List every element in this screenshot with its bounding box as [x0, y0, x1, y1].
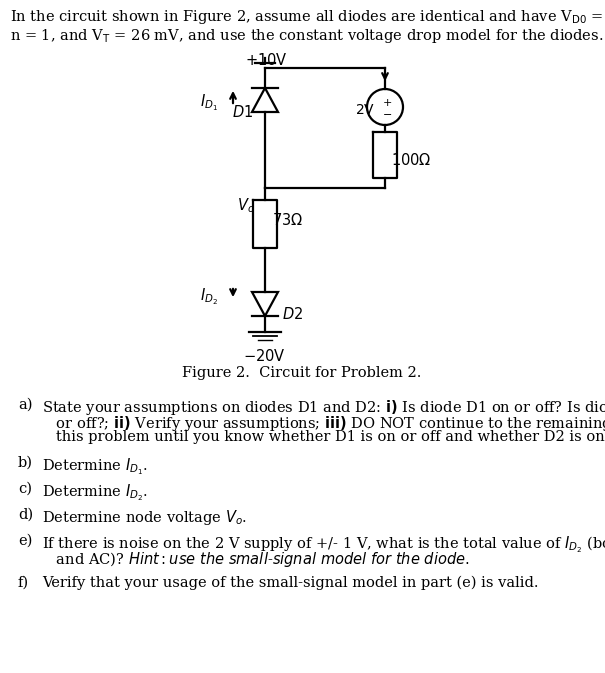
Text: and AC)? $\it{Hint: use\ the\ small}$-$\it{signal\ model\ for\ the\ diode.}$: and AC)? $\it{Hint: use\ the\ small}$-$\… — [42, 550, 469, 569]
Text: $I_{D_1}$: $I_{D_1}$ — [200, 92, 218, 112]
Text: c): c) — [18, 482, 32, 496]
Text: Figure 2.  Circuit for Problem 2.: Figure 2. Circuit for Problem 2. — [182, 366, 422, 380]
Text: State your assumptions on diodes D1 and D2: $\bf{i)}$ Is diode D1 on or off? Is : State your assumptions on diodes D1 and … — [42, 398, 605, 417]
Text: In the circuit shown in Figure 2, assume all diodes are identical and have V$_{\: In the circuit shown in Figure 2, assume… — [10, 8, 605, 26]
Text: d): d) — [18, 508, 33, 522]
Text: $D2$: $D2$ — [282, 306, 303, 322]
Text: $I_{D_2}$: $I_{D_2}$ — [200, 286, 218, 307]
Text: $V_o$: $V_o$ — [237, 196, 255, 215]
Text: $73\Omega$: $73\Omega$ — [272, 212, 303, 228]
Text: Determine node voltage $V_o$.: Determine node voltage $V_o$. — [42, 508, 247, 527]
Text: Verify that your usage of the small-signal model in part (e) is valid.: Verify that your usage of the small-sign… — [42, 576, 538, 590]
Text: this problem until you know whether D1 is on or off and whether D2 is on or off.: this problem until you know whether D1 i… — [42, 430, 605, 444]
Text: e): e) — [18, 534, 33, 548]
Text: a): a) — [18, 398, 33, 412]
Text: $+$: $+$ — [382, 96, 392, 108]
Text: n = 1, and V$_{\rm T}$ = 26 mV, and use the constant voltage drop model for the : n = 1, and V$_{\rm T}$ = 26 mV, and use … — [10, 27, 603, 45]
Text: $+10\rm V$: $+10\rm V$ — [245, 52, 288, 68]
Text: Determine $I_{D_1}$.: Determine $I_{D_1}$. — [42, 456, 148, 476]
Text: $D1$: $D1$ — [232, 104, 253, 120]
Text: f): f) — [18, 576, 29, 590]
Text: b): b) — [18, 456, 33, 470]
Text: $100\Omega$: $100\Omega$ — [391, 152, 431, 168]
Text: or off?; $\bf{ii)}$ Verify your assumptions; $\bf{iii)}$ DO NOT continue to the : or off?; $\bf{ii)}$ Verify your assumpti… — [42, 414, 605, 433]
Text: $-$: $-$ — [382, 108, 392, 118]
Text: If there is noise on the 2 V supply of +/- 1 V, what is the total value of $I_{D: If there is noise on the 2 V supply of +… — [42, 534, 605, 555]
Text: $2\rm V$: $2\rm V$ — [355, 103, 375, 117]
Text: $-20\rm V$: $-20\rm V$ — [243, 348, 286, 364]
Text: Determine $I_{D_2}$.: Determine $I_{D_2}$. — [42, 482, 148, 503]
